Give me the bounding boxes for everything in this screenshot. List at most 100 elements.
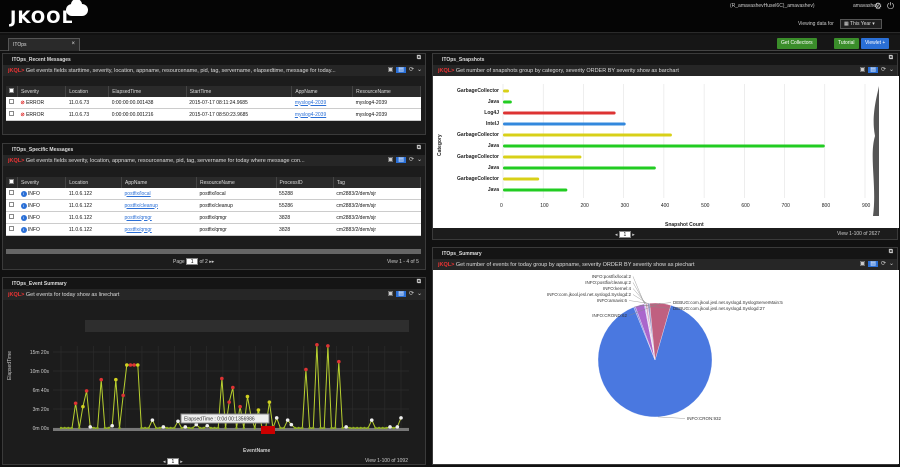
bar[interactable] xyxy=(503,155,582,159)
select-all-checkbox[interactable] xyxy=(9,88,14,93)
data-point[interactable] xyxy=(121,393,125,398)
data-point[interactable] xyxy=(183,425,188,429)
data-point[interactable] xyxy=(308,426,311,430)
power-icon[interactable]: ⏻ xyxy=(887,1,895,11)
data-point[interactable] xyxy=(344,425,348,429)
query-bar[interactable]: jKQL> Get number of snapshots group by c… xyxy=(433,65,897,76)
data-point[interactable] xyxy=(118,426,121,430)
refresh-icon[interactable]: ⟳ xyxy=(880,67,886,73)
data-point[interactable] xyxy=(78,426,81,430)
data-point[interactable] xyxy=(323,426,326,430)
appname-link[interactable]: postfix/local xyxy=(124,190,151,197)
data-point[interactable] xyxy=(187,426,191,430)
data-point[interactable] xyxy=(169,426,172,430)
bar[interactable] xyxy=(503,100,512,104)
data-point[interactable] xyxy=(209,426,213,430)
add-viewlet-button[interactable]: Viewlet + xyxy=(861,38,890,49)
data-point[interactable] xyxy=(392,426,395,430)
bar[interactable] xyxy=(503,122,626,126)
chevron-down-icon[interactable]: ⌄ xyxy=(888,261,894,267)
column-header[interactable]: Tag xyxy=(333,177,422,188)
data-point[interactable] xyxy=(73,401,78,406)
data-point[interactable] xyxy=(227,400,231,404)
terminal-icon[interactable]: ▣ xyxy=(859,261,866,267)
username[interactable]: amavashev xyxy=(853,3,879,9)
data-point[interactable] xyxy=(297,426,300,430)
data-point[interactable] xyxy=(359,426,362,430)
data-point[interactable] xyxy=(135,363,140,367)
prev-page-icon[interactable]: ◂ xyxy=(163,459,166,465)
query-bar[interactable]: jKQL> Get number of events for today gro… xyxy=(433,259,897,270)
data-point[interactable] xyxy=(147,426,150,430)
data-point[interactable] xyxy=(224,426,227,430)
column-header[interactable]: Location xyxy=(65,86,110,97)
terminal-icon[interactable]: ▣ xyxy=(387,157,394,163)
table-row[interactable]: ⊘ ERROR 11.0.6.73 0:00:00:00.001216 2015… xyxy=(6,108,421,121)
data-point[interactable] xyxy=(205,423,210,428)
data-point[interactable] xyxy=(348,426,352,430)
close-icon[interactable]: × xyxy=(71,41,75,47)
get-collectors-button[interactable]: Get Collectors xyxy=(777,38,817,49)
page-input[interactable]: 1 xyxy=(166,458,179,465)
data-point[interactable] xyxy=(399,416,403,420)
appname-link[interactable]: postfix/qmgr xyxy=(124,226,152,233)
column-header[interactable]: ResourceName xyxy=(196,177,277,188)
data-point[interactable] xyxy=(70,426,74,430)
data-point[interactable] xyxy=(238,404,242,409)
next-page-icon[interactable]: ▸▸ xyxy=(209,259,215,265)
data-point[interactable] xyxy=(154,426,158,430)
data-point[interactable] xyxy=(194,422,199,427)
data-point[interactable] xyxy=(191,426,194,430)
terminal-icon[interactable]: ▣ xyxy=(859,67,866,73)
user-account-selector[interactable]: (R_amavashevHusel6C)_amavashev) xyxy=(730,3,815,9)
query-bar[interactable]: jKQL> Get events fields starttime, sever… xyxy=(3,65,425,76)
column-header[interactable]: AppName xyxy=(291,86,354,97)
column-header[interactable]: ElapsedTime xyxy=(108,86,187,97)
tab-itops[interactable]: ITOps × xyxy=(8,38,80,51)
range-navigator[interactable] xyxy=(85,320,409,332)
chart-view-icon[interactable]: ▤ xyxy=(396,291,406,297)
bar[interactable] xyxy=(503,111,616,115)
appname-link[interactable]: postfix/qmgr xyxy=(124,214,152,221)
row-checkbox[interactable] xyxy=(9,214,14,219)
data-point[interactable] xyxy=(274,416,279,420)
data-point[interactable] xyxy=(377,426,381,430)
bar[interactable] xyxy=(503,166,656,170)
chart-view-icon[interactable]: ▤ xyxy=(868,261,878,267)
terminal-icon[interactable]: ▣ xyxy=(387,291,394,297)
data-point[interactable] xyxy=(253,426,256,430)
row-checkbox[interactable] xyxy=(9,202,14,207)
data-point[interactable] xyxy=(279,426,282,430)
prev-page-icon[interactable]: ◂ xyxy=(615,232,618,238)
external-link-icon[interactable]: ⧉ xyxy=(888,249,893,255)
data-point[interactable] xyxy=(231,385,235,390)
column-header[interactable]: Severity xyxy=(17,177,67,188)
query-bar[interactable]: jKQL> Get events fields severity, locati… xyxy=(3,155,425,166)
bar[interactable] xyxy=(503,188,568,192)
column-header[interactable]: Severity xyxy=(17,86,67,97)
column-header[interactable]: ResourceName xyxy=(352,86,421,97)
data-point[interactable] xyxy=(161,425,166,429)
data-point[interactable] xyxy=(363,426,366,430)
data-point[interactable] xyxy=(242,426,245,430)
data-point[interactable] xyxy=(285,418,290,422)
bar[interactable] xyxy=(503,133,672,137)
data-point[interactable] xyxy=(315,342,319,347)
data-point[interactable] xyxy=(333,426,337,430)
tutorial-button[interactable]: Tutorial xyxy=(834,38,859,49)
gear-icon[interactable]: ⚙ xyxy=(874,1,883,11)
table-row[interactable]: i INFO 11.0.6.122 postfix/qmgr postfix/q… xyxy=(6,211,421,224)
data-point[interactable] xyxy=(282,426,286,430)
bar[interactable] xyxy=(503,177,540,181)
data-point[interactable] xyxy=(158,426,161,430)
data-point[interactable] xyxy=(143,426,147,430)
data-point[interactable] xyxy=(67,426,70,430)
data-point[interactable] xyxy=(59,426,63,430)
external-link-icon[interactable]: ⧉ xyxy=(416,279,421,285)
column-header[interactable]: Location xyxy=(65,177,123,188)
data-point[interactable] xyxy=(352,426,355,430)
data-point[interactable] xyxy=(140,426,143,430)
data-point[interactable] xyxy=(173,426,176,430)
data-point[interactable] xyxy=(150,418,155,422)
table-row[interactable]: i INFO 11.0.6.122 postfix/qmgr postfix/q… xyxy=(6,223,421,236)
